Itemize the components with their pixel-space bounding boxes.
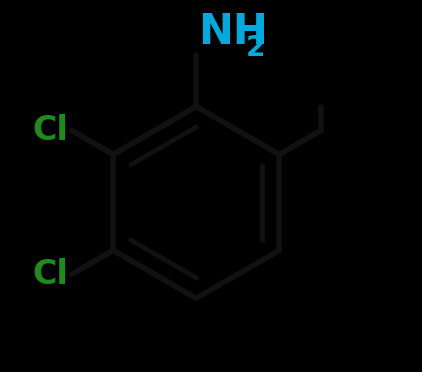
Text: NH: NH bbox=[198, 11, 268, 53]
Text: 2: 2 bbox=[246, 34, 265, 62]
Text: Cl: Cl bbox=[32, 258, 68, 291]
Text: Cl: Cl bbox=[32, 114, 68, 147]
